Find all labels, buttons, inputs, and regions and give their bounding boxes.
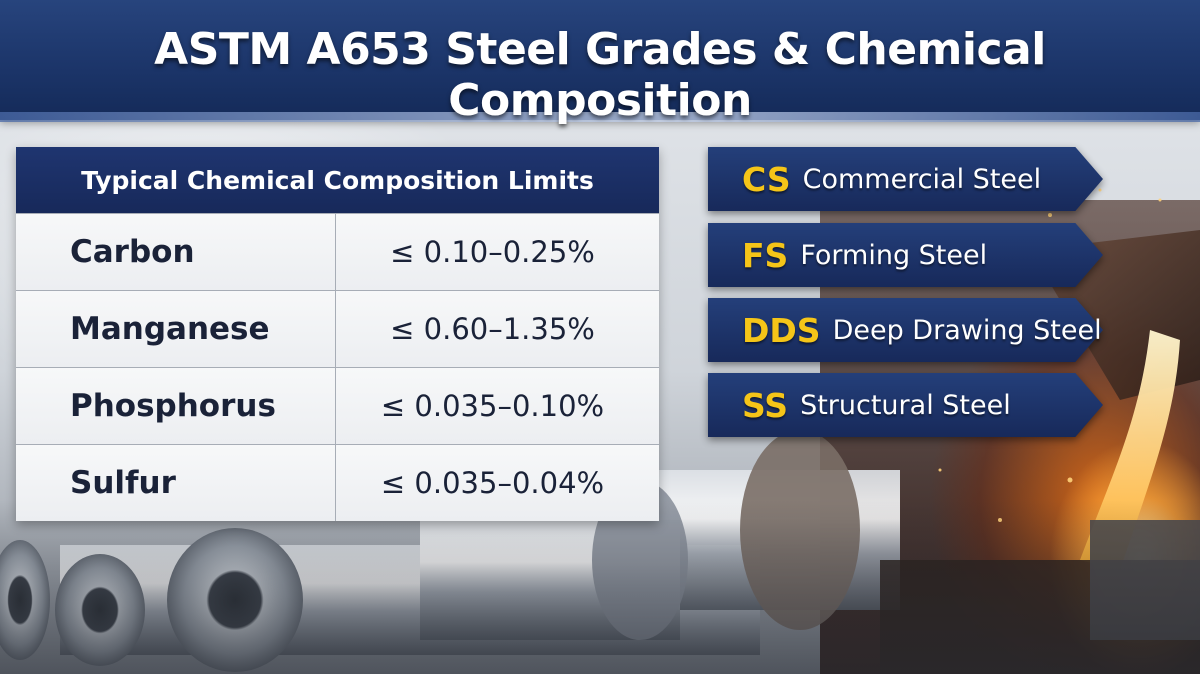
arrow-label-shape [708,147,1103,211]
grade-code: SS [742,385,789,425]
element-limit: ≤ 0.035–0.04% [380,466,605,500]
grade-deep-drawing-steel: DDS Deep Drawing Steel [708,298,1103,362]
grade-name: Forming Steel [800,239,988,271]
banner-divider [0,112,1200,122]
element-name: Sulfur [16,445,336,521]
table-row: Phosphorus ≤ 0.035–0.10% [16,367,659,444]
table-row: Carbon ≤ 0.10–0.25% [16,213,659,290]
grade-commercial-steel: CS Commercial Steel [708,147,1103,211]
element-name: Manganese [16,291,336,367]
element-name: Carbon [16,214,336,290]
grade-name: Deep Drawing Steel [832,314,1102,346]
grade-forming-steel: FS Forming Steel [708,223,1103,287]
table-header: Typical Chemical Composition Limits [16,147,659,213]
page-title: ASTM A653 Steel Grades & Chemical Compos… [154,24,1046,126]
arrow-label-shape [708,298,1103,362]
table-row: Sulfur ≤ 0.035–0.04% [16,444,659,521]
grade-name: Structural Steel [800,389,1011,421]
element-limit: ≤ 0.035–0.10% [380,389,605,423]
element-name: Phosphorus [16,368,336,444]
floor-shadow [0,500,1200,674]
table-row: Manganese ≤ 0.60–1.35% [16,290,659,367]
grade-code: FS [742,235,789,275]
composition-table: Typical Chemical Composition Limits Carb… [16,147,659,521]
grade-structural-steel: SS Structural Steel [708,373,1103,437]
arrow-label-shape [708,373,1103,437]
arrow-label-shape [708,223,1103,287]
element-limit: ≤ 0.60–1.35% [390,312,595,346]
element-limit: ≤ 0.10–0.25% [390,235,595,269]
title-banner [0,0,1200,120]
grade-code: DDS [742,310,821,350]
grade-code: CS [742,159,791,199]
grade-name: Commercial Steel [802,163,1042,195]
